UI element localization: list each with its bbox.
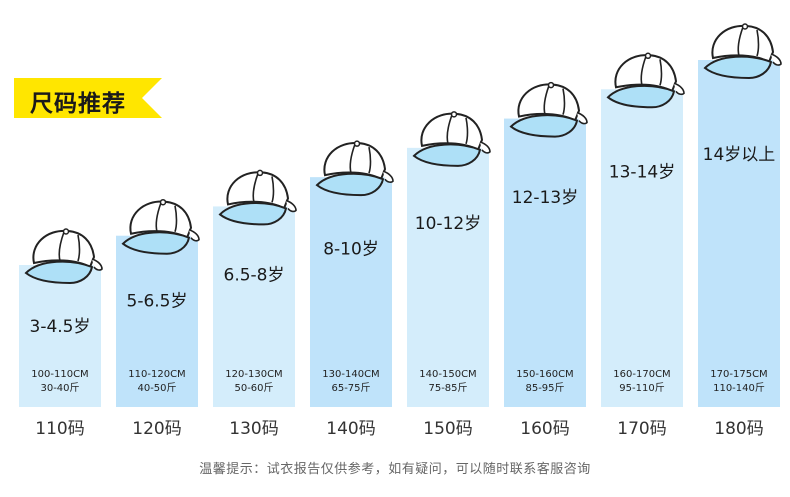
weight-range-label: 110-140斤 <box>713 382 765 394</box>
cap-brim <box>121 231 191 255</box>
cap-seam <box>349 143 372 174</box>
cap-icon <box>121 198 200 255</box>
height-range-label: 160-170CM <box>613 369 670 380</box>
age-label: 3-4.5岁 <box>30 317 91 337</box>
height-range-label: 110-120CM <box>128 369 185 380</box>
bar <box>310 177 392 407</box>
cap-button <box>547 81 555 89</box>
bar <box>116 235 198 407</box>
age-label: 5-6.5岁 <box>127 291 188 311</box>
bar <box>407 147 489 407</box>
cap-seam <box>737 26 760 57</box>
cap-icon <box>315 140 394 197</box>
cap-strap <box>770 53 782 66</box>
cap-seam <box>155 202 178 232</box>
bar <box>698 60 780 407</box>
title-tag-shape <box>14 78 162 118</box>
height-range-label: 130-140CM <box>322 369 379 380</box>
bar <box>504 118 586 408</box>
cap-brim <box>703 55 773 80</box>
cap-button <box>159 198 167 206</box>
weight-range-label: 95-110斤 <box>619 382 664 394</box>
chart-title: 尺码推荐 <box>30 91 126 117</box>
cap-strap <box>673 82 685 96</box>
bar <box>213 206 295 407</box>
height-range-label: 140-150CM <box>419 369 476 380</box>
cap-button <box>644 52 652 60</box>
weight-range-label: 85-95斤 <box>525 382 564 394</box>
size-category-label: 130码 <box>229 419 278 439</box>
cap-icon <box>606 52 685 109</box>
size-category-label: 150码 <box>423 419 472 439</box>
height-range-label: 170-175CM <box>710 369 767 380</box>
cap-strap <box>576 111 588 125</box>
cap-button <box>353 140 361 147</box>
size-category-label: 120码 <box>132 419 181 439</box>
cap-seam <box>543 85 566 115</box>
weight-range-label: 50-60斤 <box>234 382 273 394</box>
cap-strap <box>188 228 200 242</box>
cap-button <box>62 228 70 235</box>
cap-seam <box>252 173 275 203</box>
bar <box>601 89 683 408</box>
size-category-label: 180码 <box>714 419 763 439</box>
size-category-label: 140码 <box>326 419 375 439</box>
cap-icon <box>509 81 588 138</box>
weight-range-label: 75-85斤 <box>428 382 467 394</box>
cap-icon <box>412 111 491 167</box>
bar <box>19 265 101 407</box>
age-label: 14岁以上 <box>703 145 776 165</box>
cap-brim <box>606 84 676 109</box>
age-label: 13-14岁 <box>609 162 675 182</box>
height-range-label: 150-160CM <box>516 369 573 380</box>
cap-button <box>450 111 458 118</box>
cap-button <box>256 169 264 177</box>
cap-brim <box>24 260 94 285</box>
age-label: 12-13岁 <box>512 188 578 208</box>
age-label: 6.5-8岁 <box>224 265 285 285</box>
cap-seam <box>58 231 81 262</box>
cap-seam <box>640 56 663 86</box>
cap-brim <box>218 202 288 226</box>
height-range-label: 100-110CM <box>31 369 88 380</box>
weight-range-label: 65-75斤 <box>331 382 370 394</box>
footer-note: 温馨提示：试衣报告仅供参考，如有疑问，可以随时联系客服咨询 <box>199 462 591 477</box>
weight-range-label: 30-40斤 <box>40 382 79 394</box>
title-tag: 尺码推荐 <box>14 78 162 118</box>
cap-brim <box>315 172 385 197</box>
size-category-label: 160码 <box>520 419 569 439</box>
cap-icon <box>24 228 103 285</box>
cap-strap <box>479 141 491 154</box>
cap-strap <box>91 258 103 271</box>
weight-range-label: 40-50斤 <box>137 382 176 394</box>
cap-strap <box>285 199 297 213</box>
size-category-label: 170码 <box>617 419 666 439</box>
cap-button <box>741 23 749 30</box>
size-category-label: 110码 <box>35 419 84 439</box>
cap-brim <box>412 143 482 167</box>
cap-icon <box>218 169 297 226</box>
age-label: 8-10岁 <box>323 240 379 260</box>
cap-seam <box>446 114 469 145</box>
height-range-label: 120-130CM <box>225 369 282 380</box>
age-label: 10-12岁 <box>415 214 481 234</box>
cap-brim <box>509 114 579 138</box>
cap-icon <box>703 23 782 80</box>
cap-strap <box>382 170 394 183</box>
